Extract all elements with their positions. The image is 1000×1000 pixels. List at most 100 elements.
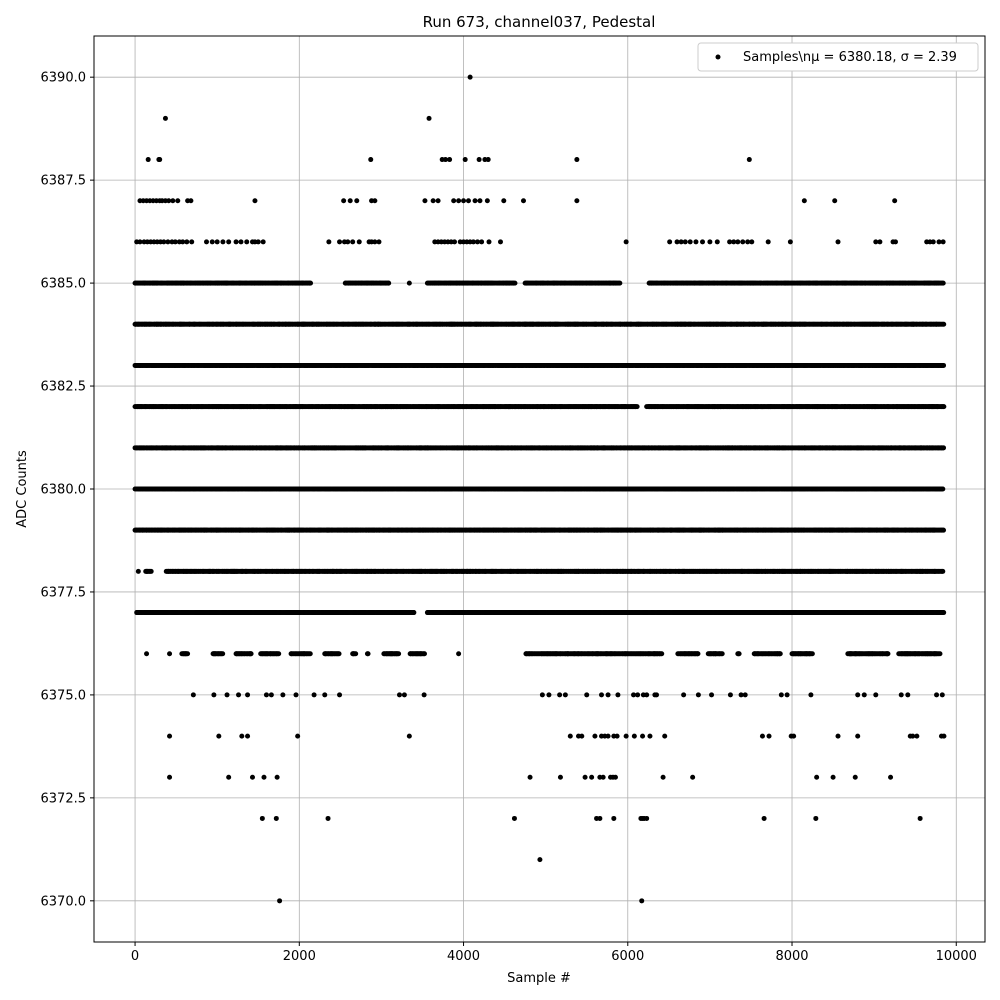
data-point xyxy=(396,651,402,657)
data-point xyxy=(273,815,279,821)
data-point xyxy=(910,733,916,739)
data-point xyxy=(167,651,173,657)
data-point xyxy=(411,610,417,616)
data-point xyxy=(654,692,660,698)
data-point xyxy=(784,692,790,698)
data-point xyxy=(135,568,141,574)
data-point xyxy=(396,692,402,698)
data-point xyxy=(709,692,715,698)
data-point xyxy=(644,692,650,698)
data-point xyxy=(353,651,359,657)
data-points xyxy=(132,74,947,904)
data-point xyxy=(337,692,343,698)
data-point xyxy=(939,692,945,698)
data-point xyxy=(211,692,217,698)
data-point xyxy=(738,692,744,698)
data-point xyxy=(322,692,328,698)
data-point xyxy=(662,733,668,739)
data-point xyxy=(808,692,814,698)
data-point xyxy=(245,733,251,739)
data-point xyxy=(814,774,820,780)
data-point xyxy=(148,568,154,574)
data-point xyxy=(220,651,226,657)
data-point xyxy=(941,527,947,533)
data-point xyxy=(592,733,598,739)
data-point xyxy=(325,815,331,821)
data-point xyxy=(761,815,767,821)
data-point xyxy=(888,774,894,780)
data-point xyxy=(589,774,595,780)
data-point xyxy=(277,898,283,904)
data-point xyxy=(295,733,301,739)
data-point xyxy=(639,898,645,904)
data-point xyxy=(537,857,543,863)
data-point xyxy=(248,651,254,657)
data-point xyxy=(190,692,196,698)
data-point xyxy=(167,774,173,780)
data-point xyxy=(778,692,784,698)
data-point xyxy=(421,651,427,657)
data-point xyxy=(562,692,568,698)
data-point xyxy=(695,692,701,698)
data-point xyxy=(527,774,533,780)
data-point xyxy=(914,733,920,739)
data-point xyxy=(623,733,629,739)
data-point xyxy=(830,774,836,780)
data-point xyxy=(249,774,255,780)
data-point xyxy=(605,733,611,739)
data-point xyxy=(167,733,173,739)
data-point xyxy=(791,733,797,739)
data-point xyxy=(185,651,191,657)
data-point xyxy=(736,651,742,657)
data-point xyxy=(401,692,407,698)
data-point xyxy=(216,733,222,739)
data-point xyxy=(274,774,280,780)
data-point xyxy=(855,692,861,698)
data-point xyxy=(640,733,646,739)
data-point xyxy=(421,692,427,698)
data-point xyxy=(511,815,517,821)
data-point xyxy=(695,651,701,657)
data-point xyxy=(809,651,815,657)
data-point xyxy=(940,486,946,492)
data-point xyxy=(597,815,603,821)
data-point xyxy=(635,692,641,698)
data-point xyxy=(905,692,911,698)
data-point xyxy=(280,692,286,698)
data-point xyxy=(557,692,563,698)
data-point xyxy=(681,692,687,698)
data-point xyxy=(605,692,611,698)
data-point xyxy=(885,651,891,657)
data-point xyxy=(727,692,733,698)
data-point xyxy=(690,774,696,780)
data-point xyxy=(557,774,563,780)
data-point xyxy=(268,692,274,698)
data-point xyxy=(584,692,590,698)
data-point xyxy=(941,733,947,739)
data-point xyxy=(855,733,861,739)
data-point xyxy=(579,733,585,739)
data-point xyxy=(456,651,462,657)
data-point xyxy=(612,774,618,780)
data-point xyxy=(941,610,947,616)
data-point xyxy=(766,733,772,739)
data-point xyxy=(631,733,637,739)
data-point xyxy=(917,815,923,821)
data-point xyxy=(660,774,666,780)
data-point xyxy=(759,733,765,739)
data-point xyxy=(777,651,783,657)
data-point xyxy=(647,733,653,739)
data-point xyxy=(582,774,588,780)
data-point xyxy=(742,692,748,698)
data-point xyxy=(835,733,841,739)
data-point xyxy=(934,692,940,698)
data-point xyxy=(614,733,620,739)
data-point xyxy=(336,651,342,657)
data-point xyxy=(615,692,621,698)
data-point xyxy=(937,651,943,657)
data-point xyxy=(226,774,232,780)
data-point xyxy=(631,692,637,698)
data-point xyxy=(600,774,606,780)
